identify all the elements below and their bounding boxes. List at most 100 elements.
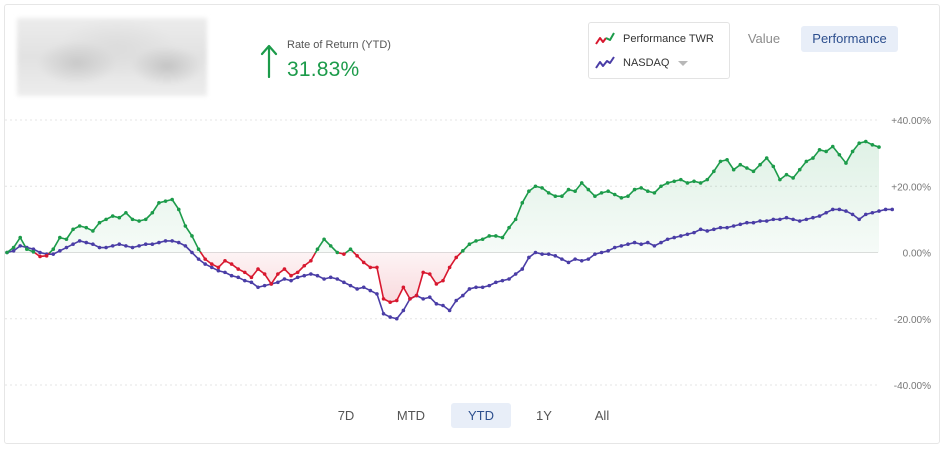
- nasdaq-data-point: [84, 240, 89, 245]
- performance-twr-data-point: [494, 234, 498, 238]
- range-button-1y[interactable]: 1Y: [536, 408, 552, 423]
- performance-twr-segment: [845, 150, 854, 164]
- nasdaq-data-point: [883, 207, 888, 212]
- performance-twr-data-point: [474, 239, 478, 243]
- performance-twr-data-point: [262, 272, 267, 276]
- performance-twr-segment: [184, 225, 193, 237]
- performance-twr-data-point: [209, 262, 214, 266]
- range-button-7d[interactable]: 7D: [337, 408, 355, 423]
- performance-twr-data-point: [639, 186, 643, 190]
- nasdaq-data-point: [718, 225, 723, 230]
- nasdaq-data-point: [751, 220, 756, 225]
- nasdaq-data-point: [764, 219, 769, 223]
- nasdaq-data-point: [579, 258, 584, 263]
- nasdaq-data-point: [850, 212, 855, 217]
- nasdaq-data-point: [692, 230, 696, 235]
- performance-twr-data-point: [223, 258, 227, 263]
- nasdaq-data-point: [183, 244, 188, 248]
- nasdaq-data-point: [388, 315, 392, 319]
- performance-twr-data-point: [243, 270, 247, 275]
- nasdaq-data-point: [18, 244, 23, 248]
- legend-item-performance-twr[interactable]: Performance TWR: [595, 31, 714, 47]
- nasdaq-data-point: [322, 277, 326, 281]
- performance-twr-segment: [713, 160, 722, 173]
- y-tick-label: +40.00%: [891, 116, 931, 127]
- performance-twr-data-point: [626, 194, 630, 198]
- nasdaq-data-point: [447, 308, 452, 313]
- nasdaq-data-point: [97, 245, 102, 250]
- performance-twr-data-point: [335, 250, 340, 255]
- nasdaq-data-point: [434, 302, 439, 306]
- nasdaq-data-point: [117, 242, 122, 247]
- performance-twr-data-point: [454, 255, 459, 260]
- value-toggle-button[interactable]: Value: [747, 31, 781, 46]
- nasdaq-data-point: [672, 235, 677, 240]
- performance-twr-segment: [521, 190, 530, 204]
- nasdaq-data-point: [58, 249, 62, 253]
- performance-twr-data-point: [480, 237, 485, 242]
- performance-twr-data-point: [434, 282, 439, 286]
- performance-twr-data-point: [5, 250, 9, 255]
- legend-item-nasdaq[interactable]: NASDAQ: [595, 55, 689, 71]
- performance-twr-data-point: [513, 217, 518, 222]
- nasdaq-data-point: [163, 239, 168, 243]
- performance-twr-data-point: [573, 189, 577, 194]
- range-button-all[interactable]: All: [594, 408, 610, 423]
- performance-twr-data-point: [520, 201, 525, 205]
- performance-line-icon: [595, 32, 615, 45]
- nasdaq-data-point: [295, 275, 300, 280]
- nasdaq-data-point: [355, 287, 359, 291]
- performance-twr-segment: [395, 286, 405, 302]
- performance-twr-data-point: [685, 181, 690, 185]
- nasdaq-data-point: [474, 285, 478, 290]
- performance-twr-data-point: [804, 159, 809, 164]
- nasdaq-data-point: [124, 244, 128, 248]
- performance-twr-data-point: [507, 225, 511, 230]
- nasdaq-data-point: [229, 273, 234, 278]
- nasdaq-data-point: [520, 267, 525, 271]
- performance-twr-data-point: [863, 139, 868, 144]
- nasdaq-data-point: [725, 225, 729, 230]
- time-range-selector: 7D MTD YTD 1Y All: [0, 403, 947, 428]
- performance-twr-data-point: [870, 143, 875, 147]
- nasdaq-data-point: [599, 250, 604, 255]
- performance-twr-data-point: [170, 197, 174, 202]
- nasdaq-data-point: [421, 297, 425, 301]
- nasdaq-data-point: [454, 298, 459, 303]
- nasdaq-data-point: [249, 280, 254, 285]
- nasdaq-data-point: [256, 285, 260, 290]
- performance-twr-data-point: [104, 217, 108, 222]
- performance-twr-data-point: [130, 217, 135, 222]
- nasdaq-data-point: [461, 293, 465, 298]
- nasdaq-data-point: [71, 242, 75, 247]
- performance-toggle-button[interactable]: Performance: [801, 26, 898, 52]
- performance-twr-data-point: [71, 227, 75, 232]
- nasdaq-data-point: [824, 210, 828, 215]
- nasdaq-data-point: [738, 222, 743, 227]
- negative-area: [34, 252, 462, 303]
- nasdaq-data-point: [243, 278, 247, 283]
- performance-twr-data-point: [487, 234, 492, 238]
- performance-twr-data-point: [355, 254, 359, 258]
- nasdaq-data-point: [698, 227, 703, 232]
- performance-twr-data-point: [289, 273, 293, 278]
- performance-twr-data-point: [276, 272, 280, 276]
- nasdaq-data-point: [209, 265, 214, 270]
- chevron-down-icon[interactable]: [678, 60, 689, 66]
- range-button-mtd[interactable]: MTD: [396, 408, 426, 423]
- performance-twr-segment: [177, 208, 187, 227]
- performance-twr-data-point: [771, 164, 776, 169]
- performance-twr-data-point: [632, 187, 637, 192]
- performance-twr-data-point: [236, 267, 241, 271]
- performance-twr-data-point: [203, 257, 207, 261]
- performance-twr-data-point: [196, 247, 201, 251]
- performance-twr-data-point: [342, 252, 346, 256]
- performance-twr-data-point: [368, 265, 373, 270]
- nasdaq-data-point: [375, 292, 379, 296]
- nasdaq-data-point: [401, 308, 406, 313]
- performance-twr-data-point: [137, 219, 141, 223]
- nasdaq-data-point: [342, 280, 346, 285]
- performance-twr-data-point: [31, 250, 36, 254]
- range-button-ytd[interactable]: YTD: [451, 403, 511, 428]
- performance-twr-segment: [171, 198, 180, 211]
